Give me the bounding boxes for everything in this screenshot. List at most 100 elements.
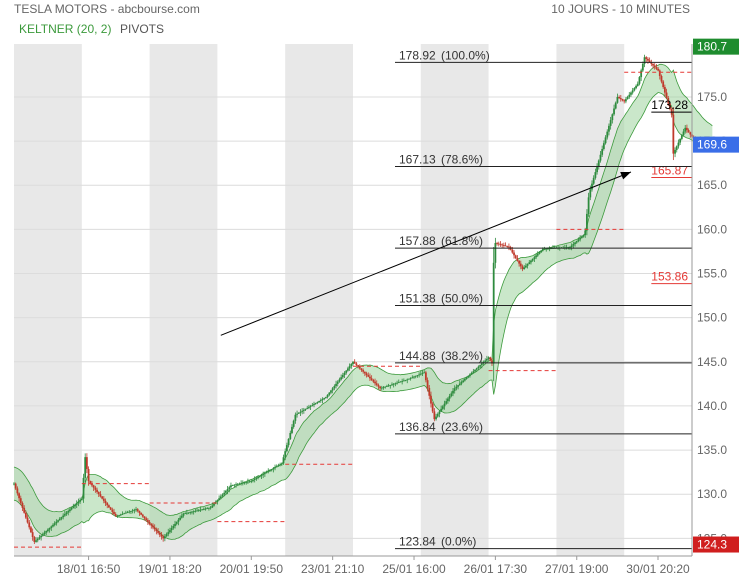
candle-body <box>577 239 580 242</box>
candle-body <box>330 390 332 393</box>
candle <box>126 510 129 514</box>
candle <box>194 509 197 513</box>
candle-body <box>608 125 610 132</box>
candle-body <box>679 138 682 143</box>
candle-body <box>106 503 109 506</box>
candle <box>28 519 31 530</box>
candle <box>489 356 492 362</box>
candle <box>665 88 668 99</box>
candle-body <box>409 378 412 379</box>
candle-body <box>589 189 592 198</box>
candle-body <box>233 484 236 486</box>
candle-body <box>280 463 283 465</box>
candle <box>391 382 393 386</box>
candle <box>299 409 302 417</box>
candle <box>245 481 248 485</box>
candle-body <box>384 386 387 388</box>
candle-body <box>235 484 237 486</box>
candle-body <box>397 382 400 384</box>
candle <box>358 364 361 370</box>
candle-body <box>547 248 549 250</box>
candle-body <box>421 373 424 374</box>
candle-body <box>84 457 87 478</box>
candle <box>324 396 327 399</box>
candle <box>430 391 432 408</box>
candle <box>87 466 90 486</box>
candle <box>682 128 685 137</box>
candle <box>314 402 317 405</box>
candle-body <box>318 401 320 403</box>
candle <box>196 507 198 512</box>
candle <box>516 255 519 262</box>
candle-body <box>92 485 95 488</box>
candle-body <box>213 503 215 506</box>
candle-body <box>672 114 675 154</box>
candle <box>467 375 470 379</box>
candle-body <box>252 479 254 481</box>
candle <box>614 101 617 110</box>
indicator-legend[interactable]: KELTNER (20, 2) <box>19 22 112 36</box>
candle-body <box>528 262 531 265</box>
candle-body <box>128 511 131 513</box>
candle-body <box>23 507 26 513</box>
candle <box>508 243 510 251</box>
candle-body <box>460 382 463 384</box>
candle-body <box>269 470 271 472</box>
candle <box>609 116 612 130</box>
candle-body <box>584 230 587 235</box>
candle <box>57 519 59 523</box>
candle-body <box>72 506 75 508</box>
candle-body <box>379 386 382 389</box>
candle <box>377 383 380 390</box>
candle-body <box>680 135 683 139</box>
candle-body <box>641 63 644 71</box>
candle-body <box>377 384 380 387</box>
candle-body <box>474 369 476 372</box>
candle <box>109 506 112 511</box>
candle <box>638 76 641 86</box>
candle <box>36 537 39 543</box>
candle <box>611 113 614 124</box>
candle-body <box>358 366 361 369</box>
candle-body <box>18 493 20 499</box>
pivots-legend[interactable]: PIVOTS <box>120 22 165 36</box>
fib-value: 178.92 <box>399 48 436 62</box>
candle-body <box>102 498 105 501</box>
candle-body <box>526 264 529 266</box>
candle <box>587 192 590 217</box>
candle <box>197 509 200 512</box>
candle <box>26 514 29 524</box>
fib-value: 144.88 <box>399 349 436 363</box>
x-tick-label: 19/01 18:20 <box>138 562 202 576</box>
candle <box>372 378 375 384</box>
candle-body <box>675 146 678 150</box>
candle-body <box>243 482 246 484</box>
price-markers: 180.7 169.6 124.3 <box>693 38 739 553</box>
candle-body <box>596 166 598 173</box>
candle-body <box>311 404 314 406</box>
fib-level: 151.38 (50.0%) <box>395 291 692 306</box>
x-tick-label: 23/01 21:10 <box>301 562 365 576</box>
candle <box>426 377 429 392</box>
candle <box>272 466 275 473</box>
candle <box>335 380 337 389</box>
candle-body <box>175 521 178 524</box>
candle <box>180 513 183 519</box>
candle <box>113 508 115 515</box>
candle <box>580 235 583 239</box>
candle-body <box>469 374 471 376</box>
candle-body <box>492 262 495 364</box>
candle-body <box>255 478 258 480</box>
candle <box>135 506 137 512</box>
candle <box>253 476 256 483</box>
fib-percent: (0.0%) <box>441 535 476 549</box>
candle-body <box>294 414 297 421</box>
candle <box>241 480 244 486</box>
candle-body <box>462 380 465 383</box>
candle <box>409 377 412 381</box>
candle-body <box>591 183 593 190</box>
candle-body <box>323 398 326 400</box>
candle-body <box>374 381 376 384</box>
candle-body <box>662 81 665 88</box>
